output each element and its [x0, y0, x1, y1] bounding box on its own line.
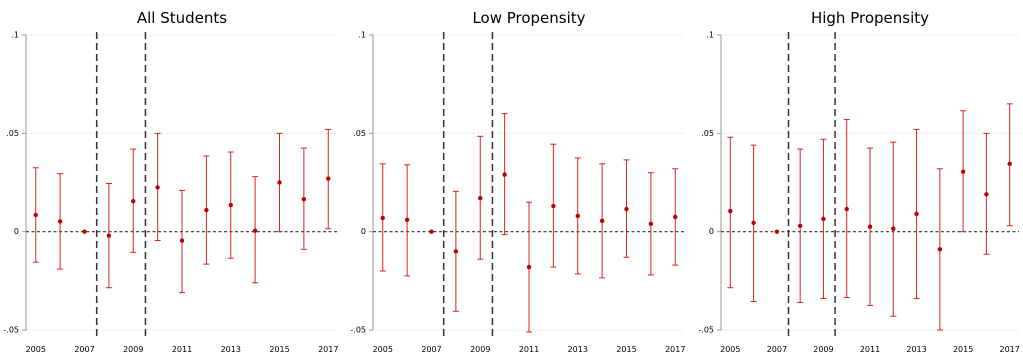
data-point [82, 229, 87, 234]
x-tick-label: 2007 [74, 345, 94, 354]
data-point [404, 217, 410, 223]
panel-title: Low Propensity [472, 9, 585, 27]
panel-title: All Students [137, 9, 227, 27]
data-point [751, 220, 756, 226]
data-point [429, 229, 434, 234]
x-tick-label: 2017 [665, 345, 685, 354]
data-point [774, 229, 780, 234]
data-point [937, 247, 943, 252]
y-tick-label: -.05 [3, 326, 19, 335]
data-point [228, 202, 233, 208]
data-point [478, 196, 483, 201]
data-point [867, 224, 873, 229]
data-point [131, 198, 136, 204]
x-tick-label: 2007 [767, 345, 787, 354]
data-point [502, 172, 507, 177]
data-point [891, 226, 896, 231]
x-tick-label: 2017 [318, 345, 338, 354]
x-tick-label: 2017 [1000, 345, 1020, 354]
x-tick-label: 2005 [373, 345, 393, 354]
data-point [821, 216, 826, 222]
x-tick-label: 2015 [616, 345, 636, 354]
y-tick-label: -.05 [698, 326, 714, 335]
y-tick-label: .1 [706, 31, 714, 40]
data-point [252, 228, 258, 233]
x-tick-label: 2013 [906, 345, 926, 354]
y-tick-label: 0 [14, 227, 19, 236]
data-point [551, 203, 556, 209]
x-tick-label: 2009 [123, 345, 143, 354]
data-point [673, 214, 678, 220]
data-point [728, 208, 733, 214]
data-point [33, 212, 38, 218]
data-point [453, 249, 459, 254]
y-tick-label: .1 [358, 31, 366, 40]
panel-3: High Propensity -.05 0 .05 .1 2005 2007 2009 201… [698, 9, 1019, 354]
x-tick-label: 2011 [519, 345, 539, 354]
data-point [57, 219, 63, 224]
data-point [914, 211, 919, 217]
panel-title: High Propensity [811, 9, 929, 27]
data-point [204, 207, 209, 213]
x-tick-label: 2007 [421, 345, 441, 354]
data-point [599, 218, 605, 224]
data-point [844, 206, 849, 212]
y-tick-label: .05 [6, 129, 19, 138]
x-tick-label: 2009 [470, 345, 490, 354]
data-point [960, 169, 966, 174]
data-point [106, 233, 112, 238]
x-tick-label: 2009 [813, 345, 833, 354]
data-point [155, 185, 160, 190]
data-point [301, 197, 307, 202]
x-tick-label: 2011 [172, 345, 192, 354]
data-point [326, 176, 331, 181]
x-tick-label: 2013 [221, 345, 241, 354]
panel-2: Low Propensity -.05 0 .05 .1 2005 2007 2009 2011… [350, 9, 685, 354]
data-point [575, 213, 580, 219]
x-tick-label: 2015 [953, 345, 973, 354]
x-tick-label: 2015 [269, 345, 289, 354]
data-point [380, 215, 385, 221]
y-tick-label: 0 [361, 227, 366, 236]
data-point [277, 180, 282, 185]
x-tick-label: 2013 [568, 345, 588, 354]
y-tick-label: 0 [709, 227, 714, 236]
data-point [797, 223, 803, 228]
data-point [648, 221, 654, 226]
y-tick-label: .05 [353, 129, 366, 138]
panel-1: All Students -.05 0 .05 .1 2005 2007 2009 2011 20… [3, 9, 338, 354]
y-tick-label: .05 [701, 129, 714, 138]
x-tick-label: 2005 [720, 345, 740, 354]
data-point [984, 192, 989, 197]
data-point [526, 264, 532, 270]
data-point [624, 206, 629, 212]
y-tick-label: .1 [11, 31, 19, 40]
x-tick-label: 2011 [860, 345, 880, 354]
data-point [1007, 161, 1012, 167]
x-tick-label: 2005 [26, 345, 46, 354]
data-point [179, 238, 185, 243]
y-tick-label: -.05 [350, 326, 366, 335]
